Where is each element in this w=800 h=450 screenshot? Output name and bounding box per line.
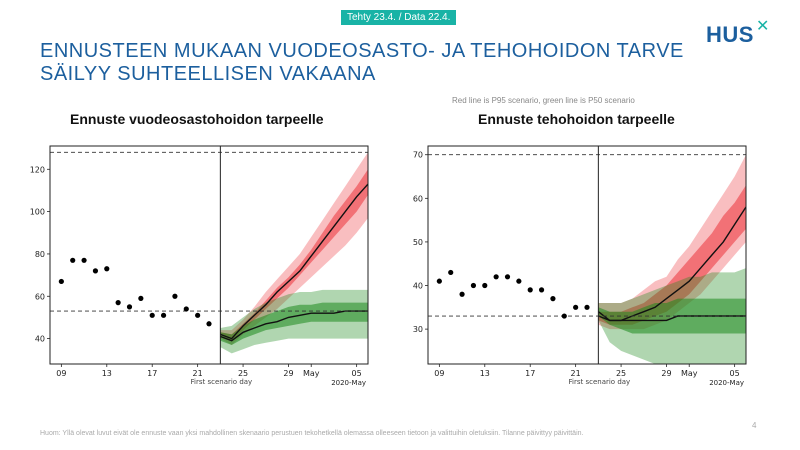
- icu-observed-point: [482, 282, 488, 289]
- ward-observed-point: [149, 312, 155, 318]
- ward-y-tick-label: 120: [30, 165, 45, 174]
- icu-x-tick-label: 29: [661, 369, 671, 378]
- ward-y-tick-label: 80: [35, 250, 45, 259]
- icu-x-tick-label: 21: [571, 369, 581, 378]
- ward-p95-median-line: [220, 183, 368, 340]
- icu-x-tick-label: 25: [616, 369, 626, 378]
- icu-observed-point: [470, 282, 477, 289]
- ward-x-tick-label: 13: [102, 369, 112, 378]
- icu-observed-point: [550, 296, 556, 302]
- ward-plot-frame: [49, 145, 369, 365]
- icu-observed-point: [459, 291, 465, 297]
- chart-title-icu: Ennuste tehohoidon tarpeelle: [478, 111, 675, 127]
- ward-observed-point: [70, 257, 76, 263]
- icu-red-inner-band: [598, 185, 746, 325]
- ward-observed-point: [92, 268, 99, 274]
- scenario-note: Red line is P95 scenario, green line is …: [452, 96, 635, 105]
- ward-observed-point: [81, 257, 87, 263]
- ward-x-tick-label: 09: [56, 369, 66, 378]
- ward-red-outer-band: [220, 152, 368, 345]
- ward-observed-point: [160, 312, 167, 318]
- icu-y-tick-label: 60: [413, 194, 423, 203]
- hus-logo: HUS: [706, 22, 754, 47]
- ward-x-tick-label: 25: [238, 369, 248, 378]
- icu-observed-point: [436, 278, 442, 284]
- ward-observed-point: [172, 293, 178, 299]
- icu-observed-point: [584, 304, 590, 310]
- ward-x-tick-label: May: [303, 369, 320, 378]
- page-number: 4: [752, 421, 757, 430]
- icu-x-axis-label: First scenario day: [569, 378, 631, 386]
- icu-observed-point: [538, 287, 545, 293]
- ward-observed-point: [183, 306, 189, 312]
- icu-observed-point: [573, 304, 579, 310]
- icu-y-tick-label: 30: [413, 325, 423, 334]
- ward-observed-point: [195, 312, 201, 318]
- icu-x-tick-label: 17: [525, 369, 535, 378]
- icu-x-tick-label: May: [681, 369, 698, 378]
- icu-p95-median-line: [598, 206, 746, 322]
- ward-observed-point: [138, 295, 144, 301]
- icu-observed-point: [527, 287, 533, 293]
- icu-y-tick-label: 50: [413, 238, 423, 247]
- ward-y-tick-label: 60: [35, 292, 45, 301]
- ward-plot-area: [220, 152, 368, 354]
- icu-observed-point: [493, 274, 499, 280]
- date-badge: Tehty 23.4. / Data 22.4.: [341, 10, 457, 25]
- chart-ward-forecast: 40 60 80 100 120 09 13 17 21 25 29 May 05 First scena…: [30, 145, 369, 387]
- ward-y-tick-label: 100: [30, 208, 45, 217]
- icu-observed-point: [504, 274, 511, 280]
- icu-x-tick-label: 13: [480, 369, 490, 378]
- ward-observed-point: [206, 321, 212, 327]
- icu-green-inner-band: [598, 298, 746, 334]
- ward-observed-point: [104, 266, 110, 272]
- icu-observed-point: [516, 278, 522, 284]
- ward-p50-median-line: [220, 310, 368, 342]
- chart-title-ward: Ennuste vuodeosastohoidon tarpeelle: [70, 111, 324, 127]
- footer-disclaimer: Huom: Yllä olevat luvut eivät ole ennust…: [40, 430, 584, 437]
- icu-plot-area: [597, 154, 746, 364]
- ward-x-axis-label: First scenario day: [191, 378, 253, 386]
- ward-observed-point: [126, 304, 133, 310]
- ward-x-tick-label: 05: [352, 369, 362, 378]
- icu-observed-point: [448, 269, 454, 276]
- ward-x-tick-label: 29: [283, 369, 293, 378]
- ward-x-tick-label: 17: [147, 369, 157, 378]
- icu-x-tick-label: 09: [434, 369, 444, 378]
- icu-y-tick-label: 70: [413, 151, 423, 160]
- ward-x-axis-end-label: 2020-May: [331, 379, 366, 387]
- icu-y-tick-label: 40: [413, 282, 423, 291]
- ward-y-tick-label: 40: [35, 335, 45, 344]
- icu-plot-frame: [427, 145, 747, 365]
- ward-x-tick-label: 21: [193, 369, 203, 378]
- icu-observed-point: [561, 313, 567, 319]
- icu-p50-median-line: [597, 311, 746, 322]
- ward-observed-point: [115, 300, 121, 306]
- icu-x-axis-end-label: 2020-May: [709, 379, 744, 387]
- ward-observed-point: [58, 278, 64, 285]
- page-title: ENNUSTEEN MUKAAN VUODEOSASTO- JA TEHOHOI…: [40, 40, 684, 85]
- hus-logo-mark-icon: ✕: [756, 18, 770, 35]
- icu-x-tick-label: 05: [730, 369, 740, 378]
- chart-icu-forecast: 30 40 50 60 70 09 13 17 21 25 29 May 05 First scenari…: [413, 145, 747, 387]
